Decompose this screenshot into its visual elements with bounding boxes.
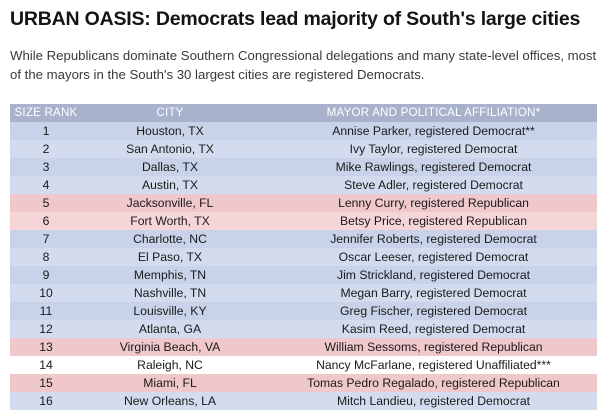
- city-cell: Jacksonville, FL: [126, 196, 214, 210]
- mayor-cell: Greg Fischer, registered Democrat: [340, 304, 527, 318]
- city-cell: Miami, FL: [143, 376, 197, 390]
- table-row: 15 Miami, FL Tomas Pedro Regalado, registe…: [10, 374, 597, 392]
- city-cell: Raleigh, NC: [137, 358, 203, 372]
- mayor-cell: Nancy McFarlane, registered Unaffiliated…: [316, 358, 551, 372]
- table-row: 5 Jacksonville, FL Lenny Curry, registered…: [10, 194, 597, 212]
- rank-cell: 8: [42, 250, 50, 264]
- city-cell: Nashville, TN: [133, 286, 207, 300]
- rank-cell: 15: [39, 376, 53, 390]
- table-row: 9 Memphis, TN Jim Strickland, registered D…: [10, 266, 597, 284]
- city-cell: Atlanta, GA: [138, 322, 202, 336]
- mayor-cell: Mitch Landieu, registered Democrat: [336, 394, 531, 408]
- mayor-cell: Kasim Reed, registered Democrat: [341, 322, 526, 336]
- mayor-cell: Annise Parker, registered Democrat**: [332, 124, 535, 138]
- city-cell: San Antonio, TX: [126, 142, 214, 156]
- table-row: 10 Nashville, TN Megan Barry, registered D…: [10, 284, 597, 302]
- table-row: 2 San Antonio, TX Ivy Taylor, registered D…: [10, 140, 597, 158]
- table-row: 14 Raleigh, NC Nancy McFarlane, registered…: [10, 356, 597, 374]
- mayor-cell: Jim Strickland, registered Democrat: [336, 268, 531, 282]
- rank-cell: 2: [42, 142, 50, 156]
- header-size-rank: SIZE RANK: [14, 106, 78, 119]
- city-cell: Virginia Beach, VA: [119, 340, 221, 354]
- table-row: 13 Virginia Beach, VA William Sessoms, reg…: [10, 338, 597, 356]
- header-city: CITY: [156, 106, 184, 119]
- rank-cell: 11: [39, 304, 53, 318]
- table-body: 1 Houston, TX Annise Parker, registered De…: [10, 122, 597, 410]
- rank-cell: 13: [39, 340, 53, 354]
- table-row: 7 Charlotte, NC Jennifer Roberts, register…: [10, 230, 597, 248]
- mayor-cell: Steve Adler, registered Democrat: [344, 178, 523, 192]
- mayor-cell: William Sessoms, registered Republican: [324, 340, 543, 354]
- page-title: URBAN OASIS: Democrats lead majority of …: [10, 8, 581, 30]
- table-row: 12 Atlanta, GA Kasim Reed, registered Demo…: [10, 320, 597, 338]
- rank-cell: 6: [42, 214, 50, 228]
- mayor-cell: Oscar Leeser, registered Democrat: [338, 250, 529, 264]
- rank-cell: 5: [42, 196, 50, 210]
- rank-cell: 9: [42, 268, 50, 282]
- mayor-cell: Megan Barry, registered Democrat: [340, 286, 527, 300]
- table-header-row: SIZE RANK CITY MAYOR AND POLITICAL AFFIL…: [10, 104, 597, 122]
- mayor-cell: Tomas Pedro Regalado, registered Republi…: [307, 376, 560, 390]
- mayors-table: SIZE RANK CITY MAYOR AND POLITICAL AFFIL…: [10, 104, 597, 410]
- city-cell: Austin, TX: [142, 178, 198, 192]
- rank-cell: 14: [39, 358, 53, 372]
- mayor-cell: Ivy Taylor, registered Democrat: [349, 142, 518, 156]
- city-cell: Dallas, TX: [142, 160, 198, 174]
- table-row: 8 El Paso, TX Oscar Leeser, registered Dem…: [10, 248, 597, 266]
- table-row: 16 New Orleans, LA Mitch Landieu, register…: [10, 392, 597, 410]
- rank-cell: 4: [42, 178, 50, 192]
- rank-cell: 12: [39, 322, 53, 336]
- page-subtitle: While Republicans dominate Southern Cong…: [10, 48, 597, 82]
- city-cell: Fort Worth, TX: [130, 214, 210, 228]
- rank-cell: 3: [42, 160, 50, 174]
- mayor-cell: Lenny Curry, registered Republican: [338, 196, 529, 210]
- table-row: 6 Fort Worth, TX Betsy Price, registered R…: [10, 212, 597, 230]
- header-mayor: MAYOR AND POLITICAL AFFILIATION*: [326, 106, 541, 119]
- city-cell: Memphis, TN: [133, 268, 207, 282]
- rank-cell: 16: [39, 394, 53, 408]
- rank-cell: 10: [39, 286, 53, 300]
- city-cell: Louisville, KY: [133, 304, 207, 318]
- city-cell: Houston, TX: [136, 124, 204, 138]
- table-row: 3 Dallas, TX Mike Rawlings, registered Dem…: [10, 158, 597, 176]
- rank-cell: 1: [42, 124, 50, 138]
- rank-cell: 7: [42, 232, 50, 246]
- mayor-cell: Jennifer Roberts, registered Democrat: [330, 232, 537, 246]
- table-row: 11 Louisville, KY Greg Fischer, registered…: [10, 302, 597, 320]
- mayor-cell: Betsy Price, registered Republican: [340, 214, 527, 228]
- mayor-cell: Mike Rawlings, registered Democrat: [335, 160, 532, 174]
- city-cell: Charlotte, NC: [133, 232, 207, 246]
- table-row: 1 Houston, TX Annise Parker, registered De…: [10, 122, 597, 140]
- city-cell: New Orleans, LA: [123, 394, 217, 408]
- table-row: 4 Austin, TX Steve Adler, registered Democ…: [10, 176, 597, 194]
- city-cell: El Paso, TX: [137, 250, 203, 264]
